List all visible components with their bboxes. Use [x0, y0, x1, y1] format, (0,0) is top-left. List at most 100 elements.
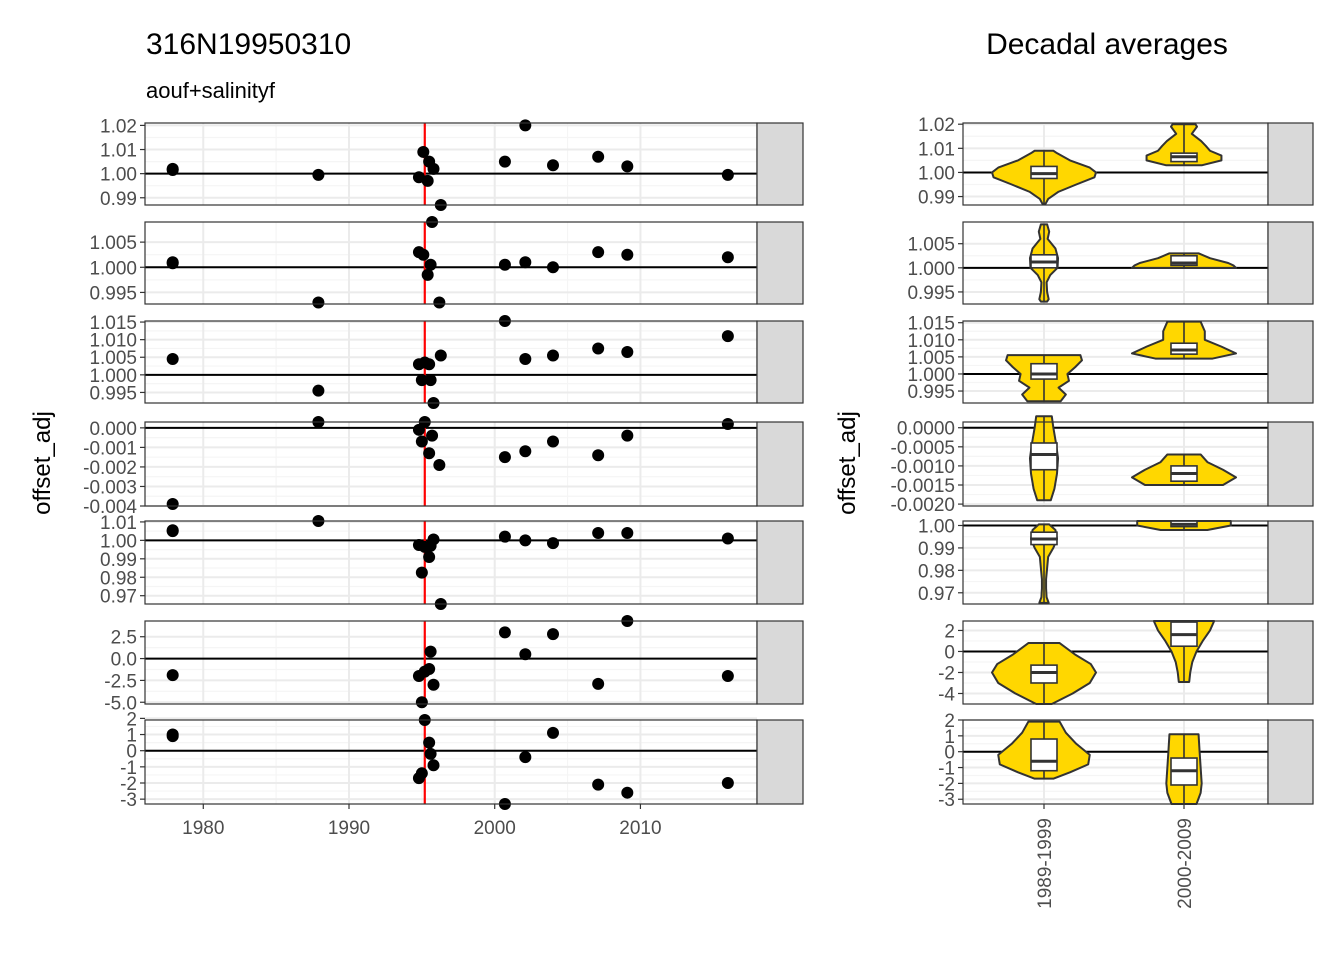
y-tick-label: 0.98 [100, 568, 137, 589]
y-tick-label: -5.0 [104, 693, 137, 714]
y-tick-label: 1.005 [89, 348, 137, 369]
data-point [421, 174, 434, 187]
y-tick-label: 1.00 [918, 516, 955, 537]
y-tick-label: 0.000 [89, 419, 137, 440]
y-tick-label: 0.995 [89, 383, 137, 404]
panel-talk: -5.0-2.50.02.5talk [104, 615, 804, 714]
data-point [423, 736, 436, 749]
y-tick-label: 1.00 [918, 163, 955, 184]
y-tick-label: 0.0000 [897, 419, 955, 440]
facet-strip [756, 520, 804, 605]
boxplot-box [1030, 664, 1058, 684]
data-point [434, 349, 447, 362]
y-tick-label: 1.000 [907, 365, 955, 386]
data-point [166, 525, 179, 538]
boxplot-box [1030, 442, 1058, 471]
data-point [415, 435, 428, 448]
data-point [721, 168, 734, 181]
data-point [519, 648, 532, 661]
y-tick-label: 2 [126, 709, 137, 730]
panel-background [145, 621, 757, 704]
left-facet-panels: 0.991.001.011.02nitrate0.9951.0001.005ox… [83, 116, 804, 839]
panel-background [145, 123, 757, 205]
boxplot-box [1030, 362, 1058, 380]
facet-strip [1267, 122, 1314, 206]
data-point [498, 155, 511, 168]
y-tick-label: 0 [944, 642, 955, 663]
data-point [547, 628, 559, 641]
data-point [433, 458, 446, 471]
y-tick-label: -2 [938, 663, 955, 684]
data-point [721, 330, 734, 343]
facet-strip [1267, 221, 1314, 305]
violin-panel-tco2: -3-2-1012tco2 [938, 711, 1314, 811]
y-tick-label: 0 [126, 742, 137, 763]
data-point [417, 248, 430, 261]
y-tick-label: -0.0015 [891, 476, 955, 497]
data-point [592, 342, 605, 355]
data-point [621, 429, 634, 442]
boxplot-box [1170, 254, 1198, 267]
data-point [415, 696, 428, 709]
right-y-axis-label: offset_adj [834, 411, 861, 515]
data-point [166, 257, 179, 270]
facet-strip [756, 719, 804, 805]
category-label: 1989-1999 [1035, 818, 1056, 909]
panel-background [145, 321, 757, 403]
y-tick-label: 2 [944, 621, 955, 642]
data-point [426, 429, 439, 442]
y-tick-label: 0.99 [918, 188, 955, 209]
panel-background [963, 422, 1268, 506]
data-point [592, 778, 605, 791]
facet-strip [1267, 719, 1314, 805]
data-point [166, 669, 179, 682]
y-tick-label: -1 [120, 758, 137, 779]
data-point [421, 268, 434, 281]
data-point [519, 256, 532, 269]
y-tick-label: -0.0005 [891, 438, 955, 459]
data-point [721, 251, 734, 264]
panel-background [145, 222, 757, 304]
data-point [519, 119, 532, 132]
data-point [312, 384, 325, 397]
data-point [423, 447, 436, 460]
data-point [312, 296, 325, 309]
y-tick-label: 0.97 [918, 584, 955, 605]
facet-strip [756, 421, 804, 507]
data-point [423, 358, 436, 371]
panel-background [963, 521, 1268, 604]
y-tick-label: 0.99 [100, 189, 137, 210]
facet-strip [1267, 421, 1314, 507]
y-tick-label: 1 [126, 726, 137, 747]
data-point [621, 526, 634, 539]
y-tick-label: -2.5 [104, 671, 137, 692]
data-point [547, 435, 559, 448]
data-point [427, 162, 440, 175]
y-tick-label: -3 [120, 790, 137, 811]
right-facet-panels: 0.991.001.011.02nitrate0.9951.0001.005ox… [891, 115, 1314, 909]
left-chart-subtitle: aouf+salinityf [146, 78, 276, 103]
panel-silicate: 0.970.980.991.001.01silicate [100, 513, 804, 610]
y-tick-label: 1.02 [100, 116, 137, 137]
violin-panel-talk: -4-202talk [938, 620, 1314, 705]
y-tick-label: 0.98 [918, 561, 955, 582]
y-tick-label: -0.004 [83, 497, 137, 518]
data-point [592, 677, 605, 690]
data-point [498, 530, 511, 543]
data-point [721, 417, 734, 430]
y-tick-label: 1.02 [918, 115, 955, 136]
y-tick-label: 1.000 [89, 258, 137, 279]
data-point [415, 767, 428, 780]
facet-strip [1267, 520, 1314, 605]
data-point [519, 751, 532, 764]
data-point [621, 160, 634, 173]
y-tick-label: -0.001 [83, 438, 137, 459]
y-tick-label: -0.0020 [891, 495, 955, 516]
y-tick-label: 1.00 [100, 531, 137, 552]
data-point [423, 663, 436, 676]
data-point [519, 445, 532, 458]
y-tick-label: 0 [944, 743, 955, 764]
y-tick-label: 0.97 [100, 587, 137, 608]
